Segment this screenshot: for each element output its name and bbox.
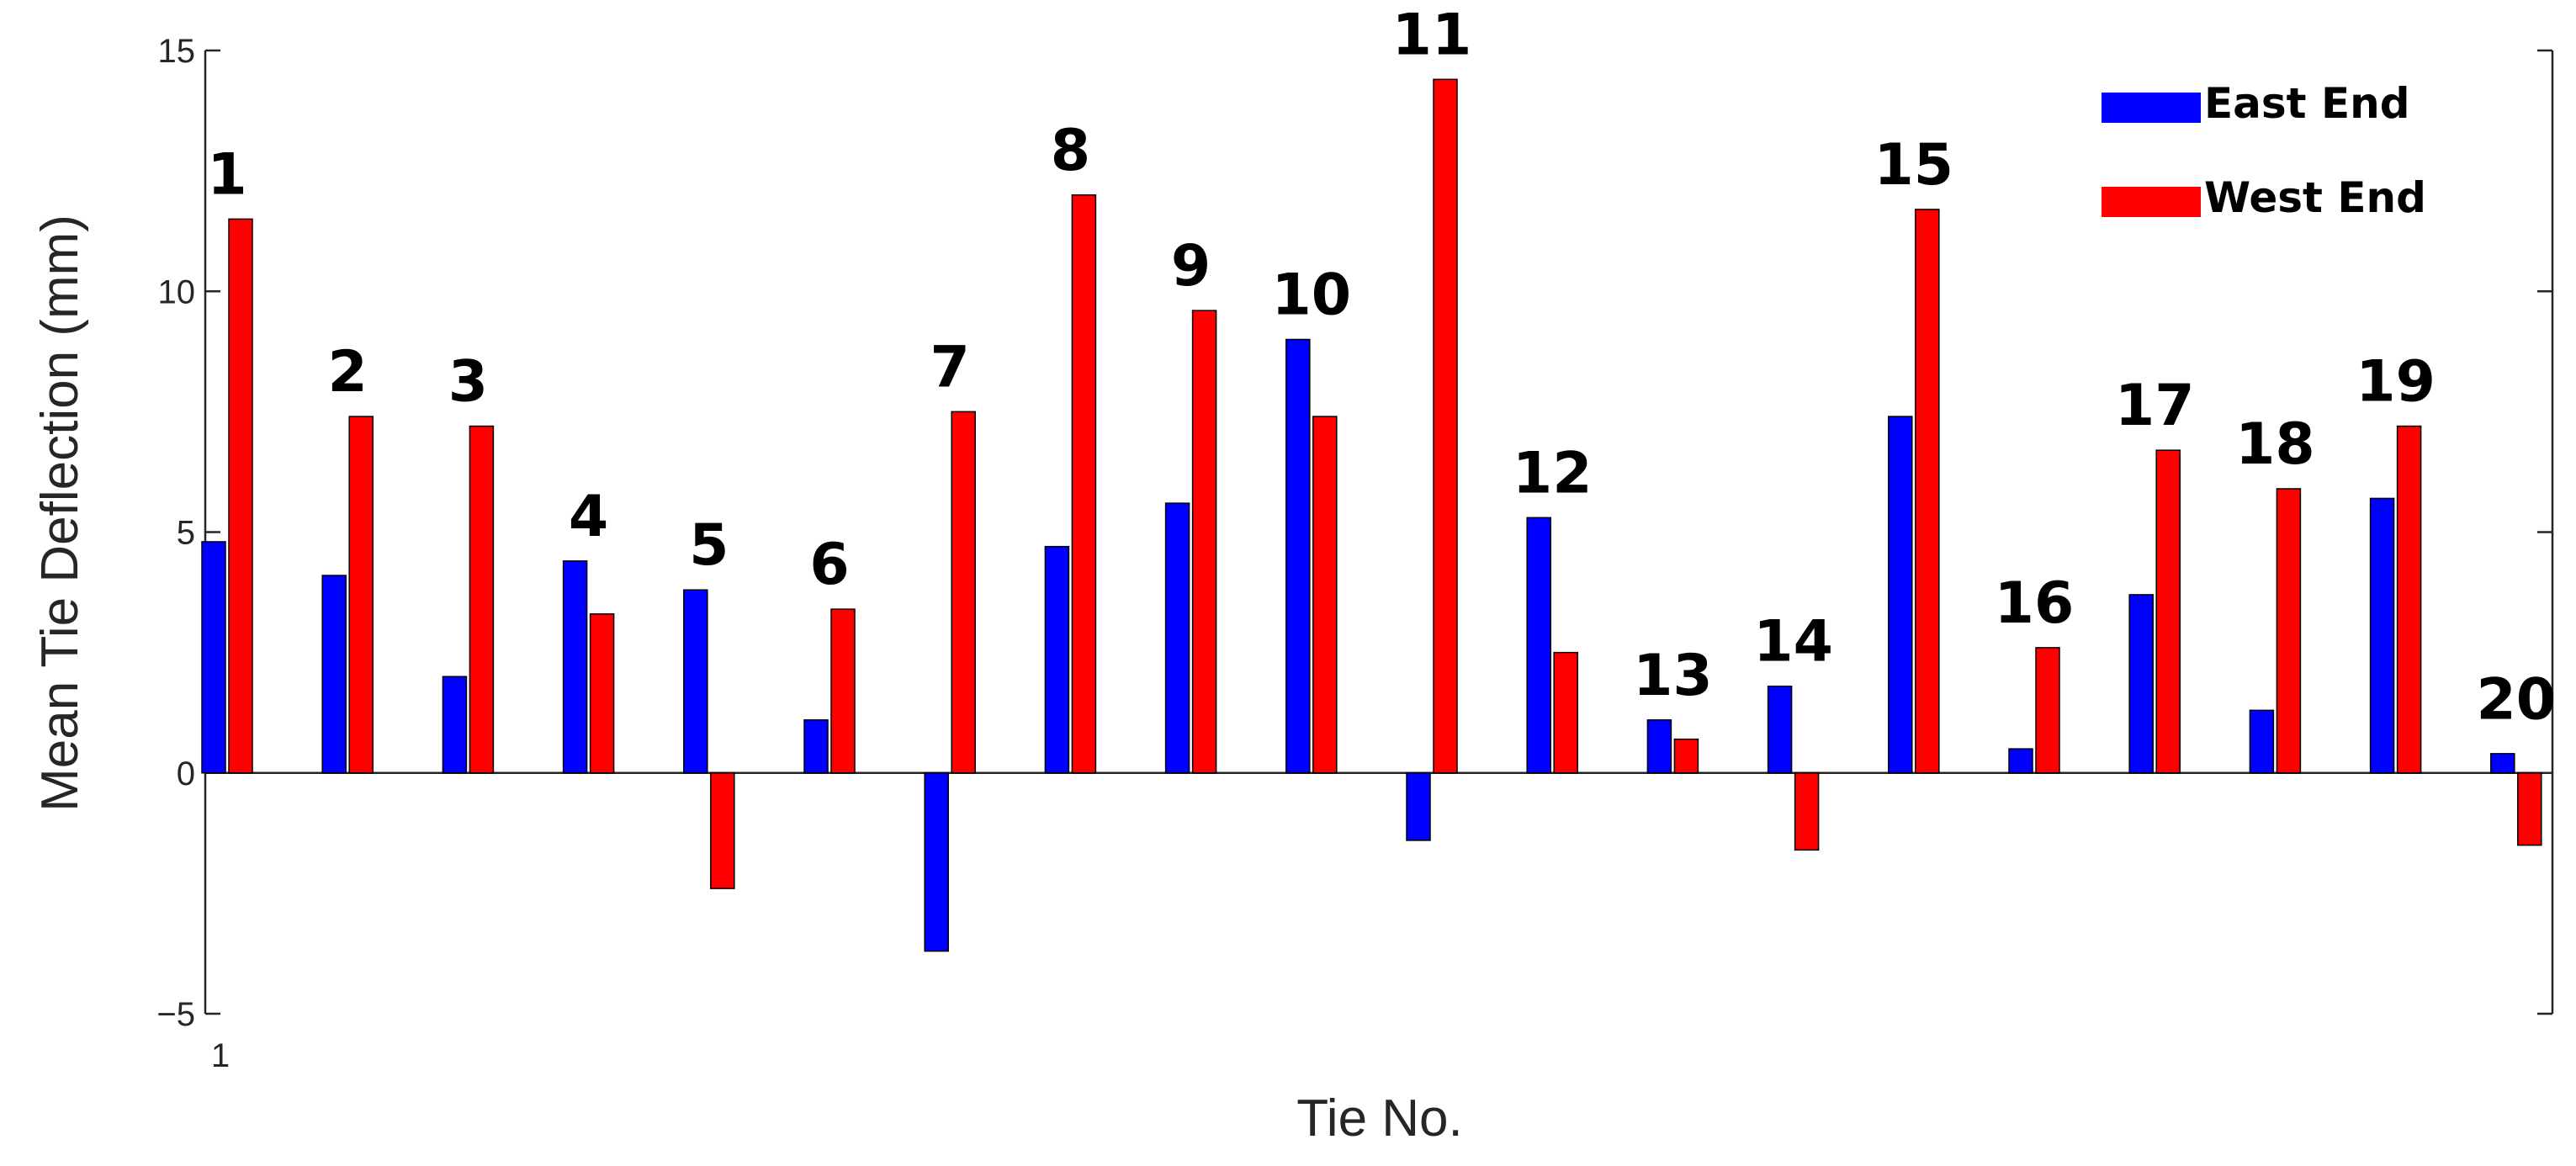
legend-label: West End [2204, 173, 2426, 222]
legend-swatch [2102, 187, 2201, 217]
tie-number-label: 15 [1874, 132, 1953, 199]
tie-number-label: 12 [1513, 440, 1593, 506]
tie-number-label: 1 [207, 141, 246, 208]
y-tick-label: −5 [156, 996, 195, 1033]
bar-west-end [2035, 647, 2060, 774]
bar-east-end [2128, 594, 2154, 774]
bar-east-end [1044, 545, 1070, 774]
tie-number-label: 9 [1171, 233, 1211, 299]
bar-east-end [2249, 709, 2275, 774]
y-axis-title: Mean Tie Deflection (mm) [31, 215, 89, 812]
tie-number-label: 16 [1995, 570, 2075, 637]
bar-west-end [2517, 772, 2542, 846]
bar-east-end [1406, 772, 1431, 841]
bar-east-end [1767, 685, 1793, 774]
bar-west-end [1673, 738, 1699, 774]
bar-west-end [830, 608, 856, 774]
tie-number-label: 10 [1271, 262, 1351, 329]
tie-number-label: 13 [1633, 643, 1713, 709]
bar-west-end [951, 411, 976, 774]
bar-east-end [803, 719, 829, 774]
bar-east-end [924, 772, 949, 952]
legend-label: East End [2204, 79, 2410, 128]
bar-west-end [2396, 425, 2422, 774]
tie-number-label: 4 [569, 484, 608, 550]
bar-east-end [201, 541, 226, 774]
bar-west-end [469, 425, 495, 774]
bar-west-end [1433, 78, 1458, 774]
y-tick-label: 10 [158, 273, 196, 310]
tie-number-label: 20 [2476, 666, 2556, 733]
tie-number-label: 18 [2235, 411, 2315, 478]
bar-west-end [1553, 651, 1578, 774]
bar-west-end [1312, 416, 1338, 774]
bar-east-end [1285, 338, 1311, 774]
bar-east-end [1646, 719, 1672, 774]
bar-west-end [710, 772, 735, 889]
bar-east-end [2008, 748, 2033, 774]
bar-east-end [321, 575, 347, 774]
bar-west-end [589, 613, 615, 774]
bar-west-end [1915, 209, 1940, 774]
tie-number-label: 14 [1753, 609, 1833, 676]
tie-number-label: 5 [689, 512, 729, 579]
y-tick-label: 15 [158, 33, 196, 70]
bar-east-end [2369, 497, 2395, 774]
bar-east-end [1888, 416, 1913, 774]
bars [201, 78, 2542, 952]
tie-number-label: 11 [1392, 2, 1472, 68]
bar-west-end [1071, 194, 1097, 774]
bar-west-end [2276, 488, 2302, 774]
tie-number-label: 2 [328, 339, 368, 405]
bar-east-end [442, 676, 468, 774]
bar-east-end [2490, 753, 2515, 774]
bar-west-end [228, 218, 253, 774]
y-tick-label: 0 [177, 755, 195, 792]
legend: East End West End [2102, 79, 2426, 222]
tie-number-label: 17 [2115, 373, 2195, 439]
tie-number-label: 8 [1051, 118, 1090, 184]
bar-west-end [1191, 310, 1217, 774]
tie-number-label: 19 [2356, 349, 2436, 416]
legend-swatch [2102, 93, 2201, 123]
bar-east-end [1526, 517, 1551, 774]
bar-west-end [348, 416, 374, 774]
bar-east-end [562, 560, 588, 774]
bar-west-end [1794, 772, 1820, 851]
bar-east-end [1164, 502, 1190, 774]
x-tick-label: 1 [211, 1037, 230, 1074]
y-tick-label: 5 [177, 515, 195, 552]
x-axis-title: Tie No. [1296, 1089, 1463, 1147]
bar-west-end [2155, 449, 2181, 774]
tie-number-label: 6 [809, 532, 849, 598]
bar-east-end [683, 589, 708, 774]
tie-number-label: 3 [448, 349, 488, 416]
tie-number-label: 7 [930, 334, 970, 400]
